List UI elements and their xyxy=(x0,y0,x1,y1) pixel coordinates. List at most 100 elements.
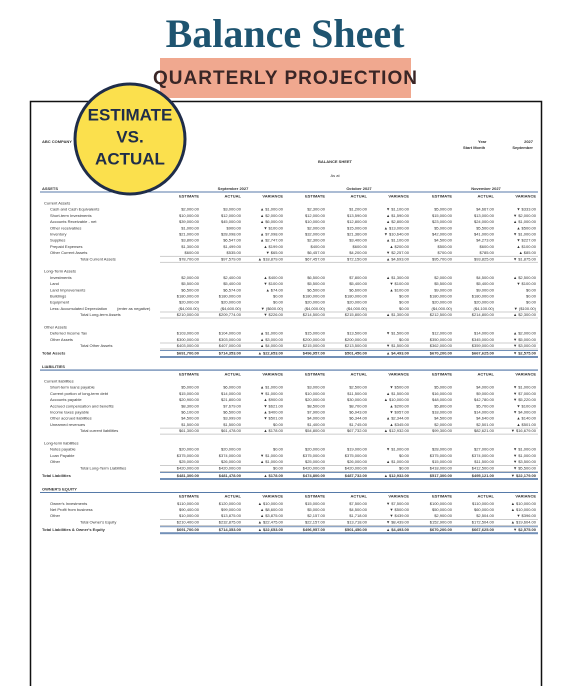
cell: ▲ $100.00 xyxy=(516,244,536,249)
cell: $501,450.00 xyxy=(345,351,368,356)
cell: $403,000.00 xyxy=(177,343,200,348)
column-header: ACTUAL xyxy=(225,494,242,499)
cell: ▲ $1,000.00 xyxy=(260,331,284,336)
row-label: Land xyxy=(50,281,59,286)
cell: $11,500.00 xyxy=(347,391,367,396)
cell: $1,200.00 xyxy=(349,207,368,212)
cell: $2,000.00 xyxy=(434,422,453,427)
cell: $3,800.00 xyxy=(181,238,200,243)
cell: $420,000.00 xyxy=(177,465,200,470)
cell: $0.00 xyxy=(273,465,284,470)
column-header: ACTUAL xyxy=(351,494,368,499)
cell: ▼ $2,575.00 xyxy=(513,351,537,356)
cell: $210,400.00 xyxy=(177,519,200,524)
cell: $14,000.00 xyxy=(221,391,242,396)
total-label: Total Current Assets xyxy=(80,256,116,261)
cell: $1,500.00 xyxy=(181,422,200,427)
cell: $28,000.00 xyxy=(432,447,453,452)
cell: $2,000.00 xyxy=(181,207,200,212)
cell: $359,000.00 xyxy=(472,343,495,348)
cell: $670,200.00 xyxy=(430,351,453,356)
cell: $18,000.00 xyxy=(432,410,453,415)
cell: $0.00 xyxy=(526,287,537,292)
cell: ▲ $10,000.00 xyxy=(258,501,284,506)
column-header: ACTUAL xyxy=(351,193,368,198)
cell: $21,800.00 xyxy=(221,397,242,402)
cell: $39,000.00 xyxy=(179,219,200,224)
cell: $4,640.00 xyxy=(476,416,495,421)
cell: $2,504.00 xyxy=(476,513,495,518)
cell: $6,000.00 xyxy=(223,385,242,390)
cell: $350,000.00 xyxy=(430,337,453,342)
month: September 2027 xyxy=(218,186,249,191)
cell: ▲ $1,300.00 xyxy=(386,312,410,317)
cell: $7,800.00 xyxy=(349,275,368,280)
cell: $600.00 xyxy=(480,244,495,249)
cell: $900.00 xyxy=(227,225,242,230)
cell: $4,500.00 xyxy=(434,238,453,243)
cell: $24,000.00 xyxy=(474,219,495,224)
cell: $5,500.00 xyxy=(476,225,495,230)
cell: ▲ $13,000.00 xyxy=(384,225,410,230)
cell: $8,300.00 xyxy=(181,403,200,408)
cell: $0.00 xyxy=(273,293,284,298)
cell: $0.00 xyxy=(399,453,410,458)
column-header: VARIANCE xyxy=(262,371,283,376)
cell: $200,000.00 xyxy=(303,337,326,342)
section-title: ASSETS xyxy=(42,186,58,191)
cell: $12,800.00 xyxy=(347,219,368,224)
cell: $26,000.00 xyxy=(347,459,368,464)
cell: $212,500.00 xyxy=(430,312,453,317)
cell: $215,800.00 xyxy=(345,312,368,317)
cell: $25,000.00 xyxy=(305,459,326,464)
cell: $0.00 xyxy=(273,422,284,427)
column-header: ESTIMATE xyxy=(305,494,325,499)
cell: $10,000.00 xyxy=(179,513,200,518)
cell: ▲ $4,493.00 xyxy=(386,351,410,356)
cell: $61,300.00 xyxy=(179,428,200,433)
cell: $214,800.00 xyxy=(472,312,495,317)
cell: ▲ $1,000.00 xyxy=(386,459,410,464)
cell: ▲ $140.00 xyxy=(516,416,536,421)
cell: ▲ $2,800.00 xyxy=(386,219,410,224)
cell: $8,700.00 xyxy=(349,403,368,408)
cell: $200,000.00 xyxy=(345,337,368,342)
column-header: ACTUAL xyxy=(225,371,242,376)
cell: $82,621.00 xyxy=(474,428,495,433)
cell: $11,500.00 xyxy=(474,459,494,464)
cell: $215,000.00 xyxy=(303,343,326,348)
cell: ▼ $226.00 xyxy=(263,312,283,317)
cell: $9,000.00 xyxy=(476,287,495,292)
cell: $20,000.00 xyxy=(474,300,495,305)
cell: $714,353.00 xyxy=(219,351,242,356)
cell: $14,000.00 xyxy=(474,410,495,415)
cell: ▲ $22,653.00 xyxy=(258,351,284,356)
month: October 2027 xyxy=(346,186,372,191)
cell: $5,400.00 xyxy=(349,281,368,286)
cell: $20,000.00 xyxy=(179,300,200,305)
cell: $495,121.00 xyxy=(472,473,495,478)
cell: ▼ $1,500.00 xyxy=(386,331,410,336)
column-header: VARIANCE xyxy=(515,193,536,198)
cell: $496,957.00 xyxy=(303,527,326,532)
cell: ▼ $1,100.00 xyxy=(386,207,410,212)
cell: $0.00 xyxy=(526,293,537,298)
cell: $4,273.00 xyxy=(476,238,495,243)
cell: $42,780.00 xyxy=(474,397,495,402)
group-title: Long-Term Assets xyxy=(44,269,76,274)
cell: ▼ $333.00 xyxy=(516,207,536,212)
cell: $5,500.00 xyxy=(181,281,200,286)
cell: ▼ $100.00 xyxy=(516,281,536,286)
total-label: Total current liabilities xyxy=(80,428,118,433)
cell: ▲ $178.00 xyxy=(263,428,283,433)
cell: ▲ $85.00 xyxy=(519,250,537,255)
cell: $12,000.00 xyxy=(432,331,453,336)
row-label: Short-term Investments xyxy=(50,213,92,218)
cell: ▼ $100.00 xyxy=(389,281,409,286)
cell: $152,900.00 xyxy=(430,519,453,524)
cell: $120,000.00 xyxy=(219,501,242,506)
start-month-label: Start Month xyxy=(463,145,486,150)
cell: $691,700.00 xyxy=(177,351,200,356)
cell: $0.00 xyxy=(399,293,410,298)
cell: $13,000.00 xyxy=(474,213,495,218)
